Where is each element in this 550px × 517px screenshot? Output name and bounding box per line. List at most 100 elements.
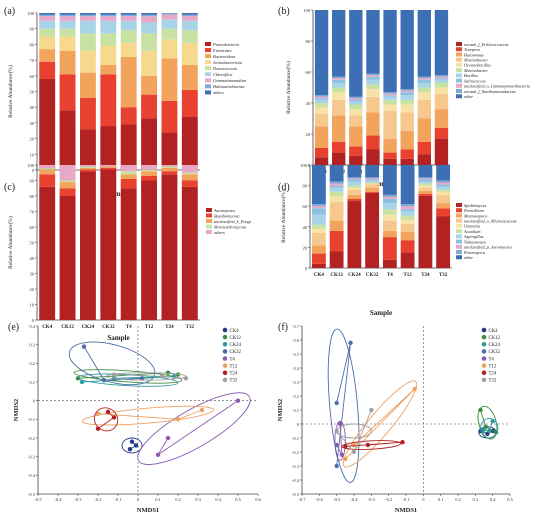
- bar-segment: [329, 191, 344, 196]
- bar-segment: [400, 130, 414, 150]
- bar-segment: [383, 10, 397, 93]
- bar-segment: [314, 95, 329, 97]
- legend-entry: CK24: [230, 343, 242, 348]
- legend-entry: Bacillus: [464, 73, 478, 78]
- y-tick-label: 100: [303, 8, 311, 13]
- bar-segment: [400, 90, 414, 93]
- bar-segment: [365, 192, 380, 268]
- panel-label: (c): [4, 182, 15, 193]
- legend-swatch: [205, 60, 211, 65]
- bar-segment: [141, 50, 158, 76]
- bar-segment: [314, 10, 329, 96]
- x-tick-label: -0.4: [350, 497, 358, 502]
- legend-marker: [222, 363, 228, 368]
- bar-segment: [418, 187, 433, 191]
- legend-entry: T32: [489, 379, 497, 384]
- y-tick-label: -0.2: [28, 436, 35, 441]
- bar-segment: [400, 252, 415, 268]
- bar-segment: [347, 178, 362, 180]
- y-tick-label: 20: [30, 137, 35, 142]
- bar-segment: [382, 196, 397, 199]
- x-tick-label: T12: [145, 325, 154, 330]
- bar-segment: [59, 180, 76, 183]
- legend-entry: unclassified_o_Microascaceae: [464, 218, 517, 223]
- bar-segment: [400, 206, 415, 210]
- legend-entry: others: [214, 230, 225, 235]
- bar-segment: [400, 99, 414, 105]
- bar-segment: [417, 118, 431, 142]
- bar-segment: [141, 16, 158, 23]
- bar-segment: [181, 13, 198, 15]
- legend-marker: [222, 341, 228, 347]
- legend-swatch: [456, 94, 462, 99]
- x-tick-label: CK24: [348, 273, 361, 278]
- legend-swatch: [456, 234, 462, 239]
- bar-segment: [347, 201, 362, 268]
- bar-segment: [366, 84, 380, 90]
- legend-marker: [481, 377, 487, 383]
- bar-segment: [314, 113, 329, 127]
- bar-segment: [347, 177, 362, 179]
- legend-entry: Marinobacter: [463, 68, 488, 73]
- bar-segment: [417, 99, 431, 119]
- bar-segment: [332, 92, 346, 100]
- bar-segment: [382, 237, 397, 260]
- bar-segment: [349, 146, 363, 156]
- bar-segment: [141, 169, 158, 172]
- legend-entry: Ascomycota: [213, 208, 235, 213]
- bar-segment: [366, 135, 380, 150]
- bar-segment: [329, 187, 344, 192]
- x-tick-label: -0.2: [385, 497, 392, 502]
- y-tick-label: 80: [30, 42, 35, 47]
- bar-segment: [418, 179, 433, 182]
- bar-segment: [349, 10, 363, 97]
- x-tick-label: 0.2: [175, 497, 181, 502]
- bar-segment: [347, 187, 362, 190]
- legend-swatch: [456, 68, 462, 73]
- bar-segment: [366, 76, 380, 80]
- legend-swatch: [205, 54, 211, 59]
- bar-segment: [332, 79, 346, 83]
- data-point: [490, 419, 495, 424]
- bar-segment: [349, 104, 363, 110]
- bar-segment: [79, 13, 96, 15]
- x-tick-label: 0.5: [235, 497, 241, 502]
- bar-segment: [434, 75, 449, 77]
- x-tick-label: -0.5: [34, 497, 42, 502]
- bar-segment: [417, 154, 431, 165]
- legend-entry: Gemmatimonadota: [213, 78, 246, 83]
- group-ellipse: [342, 380, 418, 468]
- bar-segment: [382, 194, 397, 197]
- y-tick-label: 0.3: [293, 380, 299, 385]
- bar-segment: [39, 61, 56, 79]
- data-point: [95, 426, 101, 431]
- y-axis-label: Relative Abundance(%): [285, 61, 292, 114]
- x-tick-label: CK12: [330, 273, 343, 278]
- y-tick-label: 0: [33, 398, 36, 403]
- data-point: [400, 440, 405, 445]
- bar-segment: [434, 127, 449, 139]
- legend-marker: [481, 341, 487, 347]
- x-axis-label: NMDS1: [395, 507, 417, 514]
- panel-label: (a): [4, 6, 15, 17]
- bar-segment: [181, 180, 198, 187]
- y-tick-label: 0.2: [29, 361, 35, 366]
- bar-segment: [400, 219, 415, 224]
- bar-segment: [39, 186, 56, 320]
- bar-segment: [181, 89, 198, 117]
- bar-segment: [400, 240, 415, 253]
- bar-segment: [418, 195, 433, 268]
- bar-segment: [120, 124, 137, 170]
- bar-segment: [383, 92, 397, 94]
- legend-swatch: [205, 78, 211, 83]
- bar-segment: [314, 103, 329, 108]
- bar-segment: [311, 232, 326, 246]
- y-axis-label: NMDS2: [277, 399, 284, 421]
- y-tick-label: 80: [30, 194, 35, 199]
- bar-segment: [349, 99, 363, 102]
- bar-segment: [418, 193, 433, 196]
- bar-segment: [181, 165, 198, 173]
- bar-segment: [434, 78, 449, 80]
- group-ellipse: [477, 405, 498, 440]
- bar-segment: [79, 16, 96, 21]
